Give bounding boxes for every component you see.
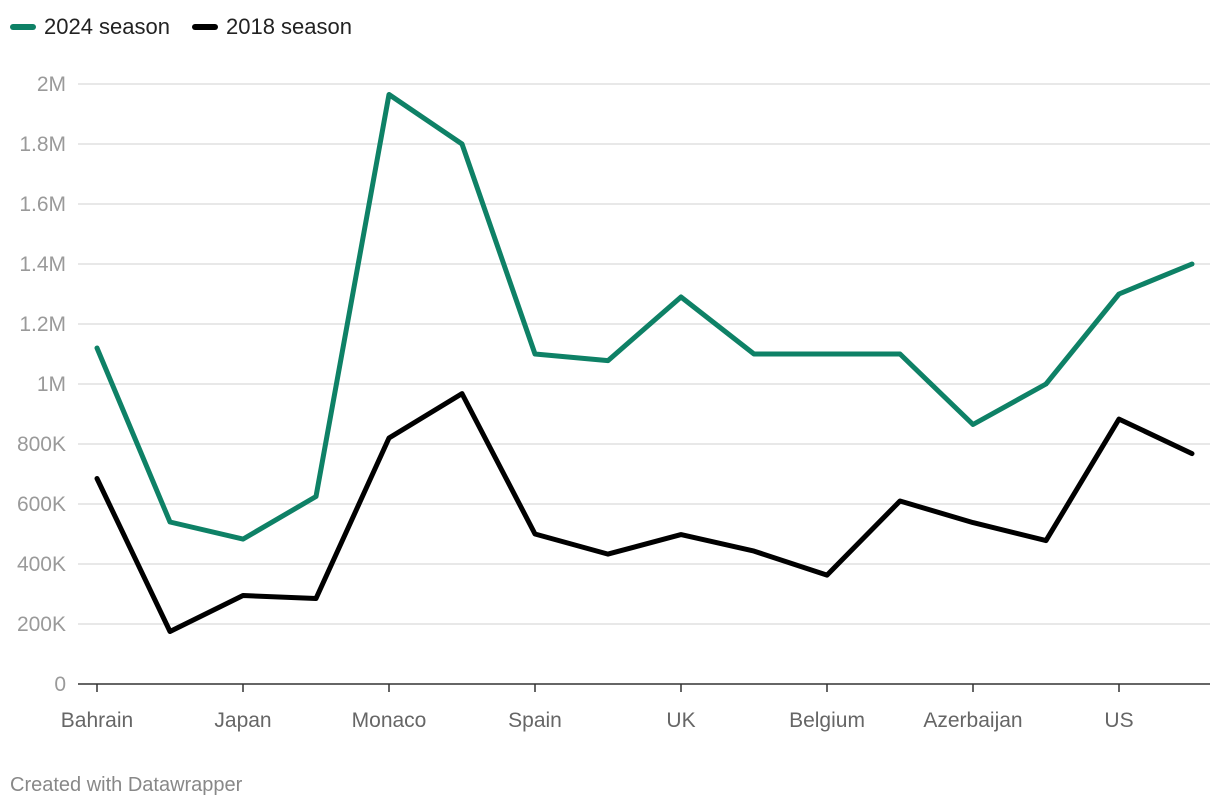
data-point-2018-season-8 — [679, 532, 683, 537]
data-point-2024-season-15 — [1190, 262, 1194, 266]
data-point-2024-season-9 — [752, 352, 756, 356]
legend-item-2018: 2018 season — [192, 14, 352, 40]
data-point-2018-season-5 — [460, 391, 464, 396]
data-point-2024-season-1 — [168, 520, 172, 524]
y-tick-label: 1.4M — [19, 253, 66, 276]
x-tick-label: Monaco — [352, 709, 427, 732]
x-tick-label: Japan — [214, 709, 271, 732]
y-tick-label: 1.2M — [19, 313, 66, 336]
x-tick-label: UK — [666, 709, 695, 732]
data-point-2024-season-10 — [825, 352, 829, 356]
data-point-2024-season-7 — [606, 358, 610, 363]
footer-credit: Created with Datawrapper — [10, 774, 243, 796]
series-line-2024-season — [94, 92, 1195, 542]
data-point-2024-season-13 — [1044, 382, 1048, 386]
y-tick-label: 1M — [37, 373, 66, 396]
data-point-2024-season-6 — [533, 352, 537, 356]
data-point-2024-season-3 — [314, 494, 318, 499]
legend-item-2024: 2024 season — [10, 14, 170, 40]
legend-label-2018: 2018 season — [226, 14, 352, 39]
y-tick-label: 1.8M — [19, 133, 66, 156]
data-point-2018-season-4 — [387, 436, 391, 440]
data-point-2024-season-2 — [241, 537, 245, 542]
data-point-2024-season-5 — [460, 142, 464, 146]
data-point-2024-season-0 — [95, 346, 99, 350]
legend-label-2024: 2024 season — [44, 14, 170, 39]
y-tick-label: 200K — [17, 613, 66, 636]
data-point-2018-season-15 — [1190, 451, 1194, 456]
gridlines — [78, 83, 1210, 625]
data-point-2024-season-8 — [679, 295, 683, 299]
y-tick-label: 600K — [17, 493, 66, 516]
data-point-2018-season-7 — [606, 552, 610, 557]
data-point-2024-season-14 — [1117, 292, 1121, 296]
x-tick-label: US — [1104, 709, 1133, 732]
legend: 2024 season 2018 season — [10, 14, 352, 40]
data-point-2018-season-3 — [314, 596, 318, 601]
data-point-2018-season-10 — [825, 573, 829, 578]
data-point-2018-season-14 — [1117, 417, 1121, 422]
data-point-2018-season-0 — [95, 476, 99, 481]
data-point-2018-season-9 — [752, 549, 756, 554]
data-point-2024-season-4 — [387, 92, 391, 97]
x-axis: Bahrain Japan Monaco Spain UK Belgium Azerbaij… — [61, 683, 1210, 732]
data-point-2018-season-2 — [241, 593, 245, 598]
series-lines — [94, 92, 1195, 634]
data-point-2018-season-11 — [898, 499, 902, 503]
y-tick-label: 2M — [37, 73, 66, 96]
y-tick-label: 0 — [54, 673, 66, 696]
legend-swatch-2024 — [10, 24, 36, 30]
y-tick-label: 1.6M — [19, 193, 66, 216]
data-point-2018-season-1 — [168, 629, 172, 634]
data-point-2018-season-13 — [1044, 538, 1048, 543]
x-tick-label: Bahrain — [61, 709, 133, 732]
legend-swatch-2018 — [192, 24, 218, 30]
y-axis-ticks: 0 200K 400K 600K 800K 1M 1.2M 1.4M 1.6M 1.8M 2M — [17, 73, 66, 696]
data-point-2018-season-6 — [533, 532, 537, 536]
x-tick-label: Belgium — [789, 709, 865, 732]
x-tick-label: Spain — [508, 709, 562, 732]
x-tick-label: Azerbaijan — [923, 709, 1022, 732]
y-tick-label: 400K — [17, 553, 66, 576]
y-tick-label: 800K — [17, 433, 66, 456]
data-point-2024-season-11 — [898, 352, 902, 356]
data-point-2024-season-12 — [971, 422, 975, 427]
data-point-2018-season-12 — [971, 520, 975, 525]
series-line-2018-season — [94, 391, 1195, 634]
